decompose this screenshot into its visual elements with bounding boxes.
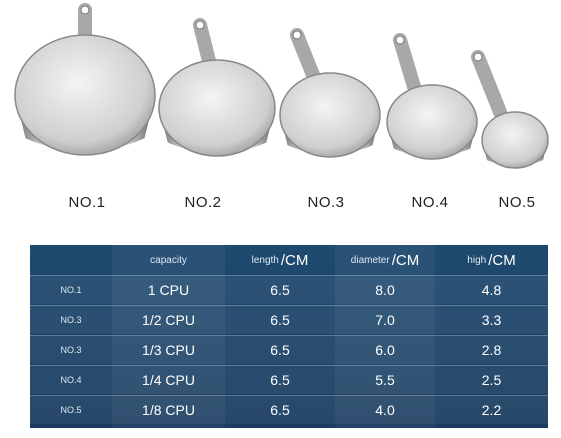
table-cell: 6.0 — [375, 342, 395, 358]
cup-label: NO.4 — [411, 194, 449, 211]
handle-hole — [195, 20, 205, 30]
row-label: NO.3 — [60, 315, 82, 325]
row-label: NO.1 — [60, 285, 82, 295]
table-cell: 4.8 — [481, 282, 502, 298]
header-unit: /CM — [488, 251, 516, 269]
header-name: length — [251, 254, 279, 266]
table-cell: 8.0 — [375, 282, 395, 298]
table-cell: 6.5 — [270, 372, 290, 388]
table-cell: 1/8 CPU — [142, 402, 195, 418]
table-cell: 2.5 — [481, 372, 502, 388]
cup-label: NO.2 — [184, 194, 222, 211]
row-band — [30, 335, 548, 364]
cup-label: NO.5 — [498, 194, 536, 211]
table-cell: 2.2 — [481, 402, 502, 418]
table-cell: 5.5 — [375, 372, 395, 388]
row-label: NO.3 — [60, 345, 82, 355]
column-shade — [112, 245, 225, 428]
header-name: diameter — [350, 254, 390, 266]
row-label: NO.5 — [60, 405, 82, 415]
header-name: capacity — [150, 254, 187, 266]
cup-rim — [158, 59, 276, 157]
table-cell: 2.8 — [481, 342, 502, 358]
table-cell: 6.5 — [270, 312, 290, 328]
header-name: high — [467, 254, 487, 266]
header-cell: high/CM — [435, 245, 548, 275]
cup-label: NO.1 — [68, 194, 106, 211]
row-band — [30, 395, 548, 424]
cup-handle — [193, 18, 217, 72]
header-unit: /CM — [391, 251, 420, 269]
table-cell: 6.5 — [270, 282, 290, 298]
handle-hole — [473, 52, 483, 62]
table-cell: 6.5 — [270, 402, 290, 418]
cup-handle — [290, 28, 322, 87]
row-band — [30, 365, 548, 394]
handle-hole — [395, 35, 405, 45]
cup-rim — [481, 111, 549, 169]
column-shade — [335, 245, 435, 428]
row-band — [30, 305, 548, 334]
header-cell: capacity — [112, 245, 225, 275]
cups-photo — [14, 3, 549, 169]
cup-rim — [14, 34, 156, 156]
cup-label: NO.3 — [307, 194, 345, 211]
handle-hole — [292, 30, 302, 40]
header-unit: /CM — [280, 251, 309, 269]
row-label: NO.4 — [60, 375, 82, 385]
handle-hole — [80, 5, 90, 15]
table-cell: 7.0 — [375, 312, 395, 328]
table-cell: 6.5 — [270, 342, 290, 358]
table-cell: 1/2 CPU — [142, 312, 195, 328]
header-cell: diameter/CM — [335, 245, 435, 275]
header-cell: length/CM — [225, 245, 335, 275]
cup-rim — [279, 72, 381, 158]
spec-table: capacity length/CM diameter/CM high/CM NO.1 1… — [30, 245, 548, 428]
table-cell: 4.0 — [375, 402, 395, 418]
cup-handle — [471, 50, 507, 119]
cup-rim — [386, 84, 478, 160]
table-cell: 3.3 — [481, 312, 502, 328]
table-cell: 1 CPU — [147, 282, 190, 298]
cup-handle — [393, 33, 422, 97]
table-cell: 1/4 CPU — [142, 372, 195, 388]
table-cell: 1/3 CPU — [142, 342, 195, 358]
row-band — [30, 275, 548, 304]
